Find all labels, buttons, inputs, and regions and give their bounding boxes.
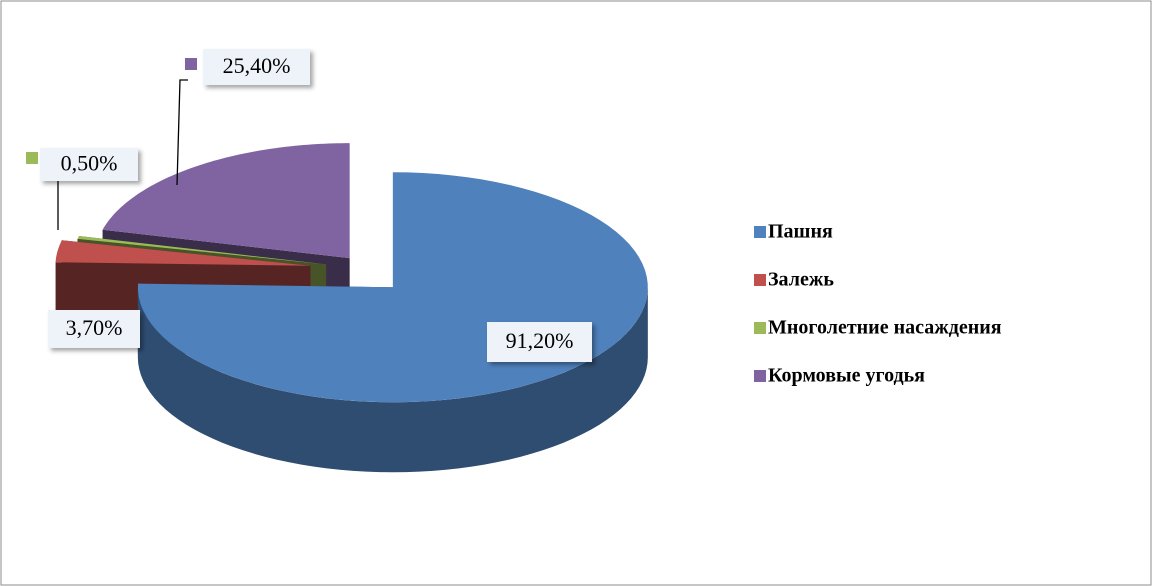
data-label: 0,50% [61, 151, 118, 176]
legend-swatch [754, 226, 766, 238]
slice-top [55, 240, 311, 266]
legend-label: Кормовые угодья [768, 365, 925, 387]
legend-swatch [754, 274, 766, 286]
legend-swatch [754, 322, 766, 334]
slice-top [102, 143, 350, 259]
data-label-box [40, 148, 138, 181]
data-label: 91,20% [506, 328, 574, 353]
legend-label: Пашня [768, 221, 833, 243]
data-label-key [185, 58, 197, 70]
data-label-box [203, 49, 310, 85]
data-label-box [48, 310, 140, 348]
leader-line [176, 79, 188, 186]
legend-swatch [754, 370, 766, 382]
data-label-key [26, 152, 38, 164]
data-label-box [487, 322, 592, 362]
legend-label: Многолетние насаждения [768, 317, 1002, 339]
slice-top [77, 235, 327, 265]
data-label: 3,70% [66, 315, 123, 340]
slice-side [137, 287, 648, 473]
data-label: 25,40% [223, 53, 291, 78]
legend-label: Залежь [768, 269, 834, 291]
